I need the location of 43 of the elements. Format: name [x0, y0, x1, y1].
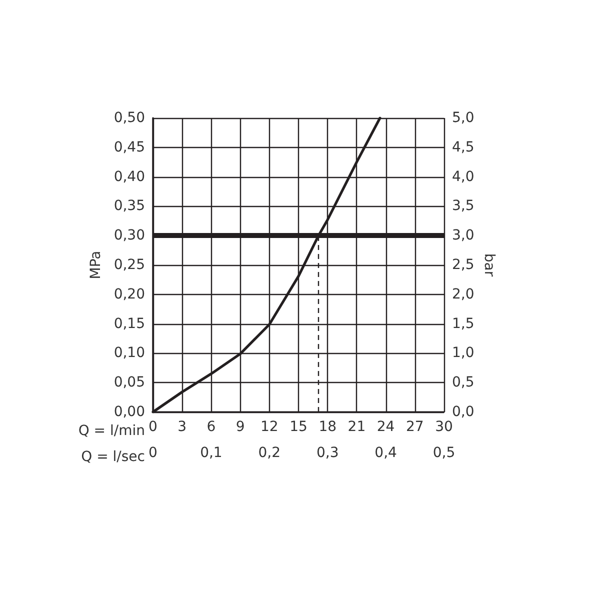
x-tick-label: 27 — [406, 419, 424, 435]
x-tick-label: 0 — [148, 419, 158, 435]
x2-tick-label: 0,4 — [374, 445, 398, 461]
y-tick-label: 0,50 — [114, 110, 145, 126]
x-tick-label: 30 — [435, 419, 453, 435]
y2-tick-label: 0,5 — [452, 374, 474, 391]
y-tick-label: 0,00 — [114, 404, 145, 420]
x2-axis-title: Q = l/sec — [81, 449, 145, 465]
y2-tick-label: 2,0 — [452, 286, 474, 302]
y-tick-label: 0,15 — [114, 316, 145, 332]
x-tick-label: 12 — [260, 419, 278, 435]
x-tick-label: 15 — [290, 419, 308, 435]
y2-tick-label: 1,0 — [452, 345, 474, 362]
y2-tick-label: 4,0 — [452, 168, 474, 185]
x-tick-label: 18 — [318, 419, 337, 435]
y2-tick-label: 2,5 — [452, 257, 474, 273]
y-tick-label: 0,05 — [114, 374, 145, 391]
y-tick-label: 0,45 — [114, 139, 145, 156]
x-tick-label: 9 — [236, 419, 245, 435]
y2-tick-label: 4,5 — [452, 139, 474, 156]
x-axis-title: Q = l/min — [78, 423, 145, 439]
y-tick-label: 0,40 — [114, 168, 145, 185]
y-tick-label: 0,35 — [114, 198, 145, 214]
x2-tick-label: 0,5 — [432, 445, 456, 461]
y2-tick-label: 1,5 — [452, 316, 474, 332]
y-tick-label: 0,25 — [114, 257, 145, 273]
y-axis-title: MPa — [88, 250, 104, 280]
y-tick-label: 0,20 — [114, 286, 145, 302]
y-tick-label: 0,10 — [114, 345, 145, 362]
y2-tick-label: 3,0 — [452, 228, 474, 244]
y2-tick-label: 0,0 — [452, 404, 474, 420]
x-tick-label: 24 — [376, 419, 395, 435]
x-tick-label: 3 — [178, 419, 187, 435]
x-tick-label: 6 — [206, 419, 216, 435]
y2-tick-label: 3,5 — [452, 198, 474, 214]
x2-tick-label: 0,1 — [200, 445, 222, 461]
x2-tick-label: 0,3 — [316, 445, 339, 461]
x2-tick-label: 0 — [148, 445, 158, 461]
y2-axis-title: bar — [481, 253, 497, 277]
x2-tick-label: 0,2 — [258, 445, 281, 461]
y2-tick-label: 5,0 — [452, 110, 474, 126]
y-tick-label: 0,30 — [114, 228, 145, 244]
x-tick-label: 21 — [348, 419, 366, 435]
